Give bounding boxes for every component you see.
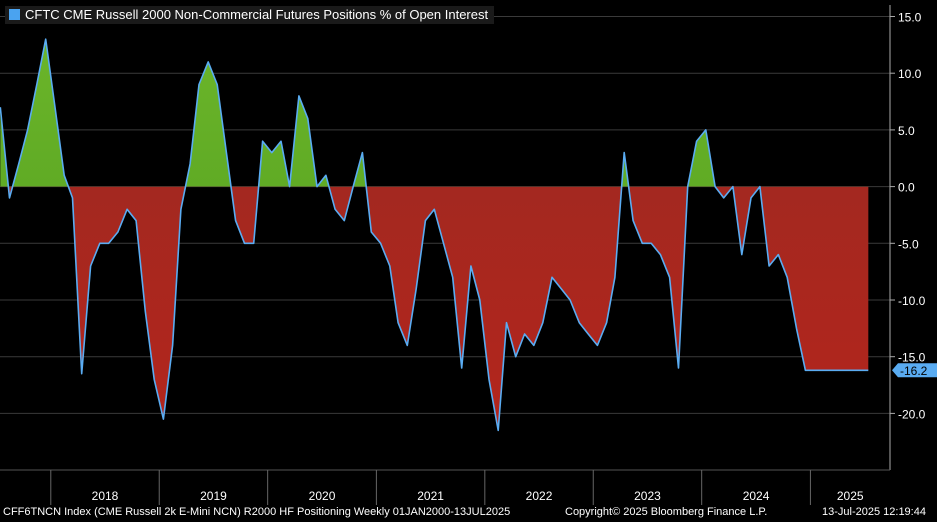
y-tick-label: -20.0 bbox=[898, 407, 926, 421]
x-tick-label: 2019 bbox=[200, 489, 227, 503]
series-line bbox=[0, 38, 869, 432]
x-tick-label: 2024 bbox=[743, 489, 770, 503]
x-tick-label: 2023 bbox=[634, 489, 661, 503]
y-tick-label: 15.0 bbox=[898, 11, 922, 25]
x-tick-label: 2018 bbox=[92, 489, 119, 503]
x-tick-label: 2021 bbox=[417, 489, 444, 503]
legend-swatch bbox=[9, 9, 20, 20]
y-tick-label: -5.0 bbox=[898, 237, 919, 251]
positive-area bbox=[0, 39, 869, 187]
y-tick-label: 10.0 bbox=[898, 67, 922, 81]
y-tick-label: 0.0 bbox=[898, 181, 915, 195]
last-value-label: -16.2 bbox=[900, 364, 928, 378]
footer-ticker-description: CFF6TNCN Index (CME Russell 2k E-Mini NC… bbox=[3, 506, 511, 518]
x-tick-label: 2022 bbox=[526, 489, 553, 503]
x-tick-label: 2020 bbox=[309, 489, 336, 503]
chart-legend: CFTC CME Russell 2000 Non-Commercial Fut… bbox=[5, 6, 495, 24]
chart-title: CFTC CME Russell 2000 Non-Commercial Fut… bbox=[25, 7, 489, 22]
footer-copyright: Copyright© 2025 Bloomberg Finance L.P. bbox=[565, 506, 768, 518]
y-tick-label: -15.0 bbox=[898, 351, 926, 365]
y-tick-label: 5.0 bbox=[898, 124, 915, 138]
negative-area bbox=[8, 186, 869, 431]
x-tick-label: 2025 bbox=[837, 489, 864, 503]
last-value-box bbox=[892, 363, 937, 378]
y-tick-label: -10.0 bbox=[898, 294, 926, 308]
footer-timestamp: 13-Jul-2025 12:19:44 bbox=[822, 506, 926, 518]
